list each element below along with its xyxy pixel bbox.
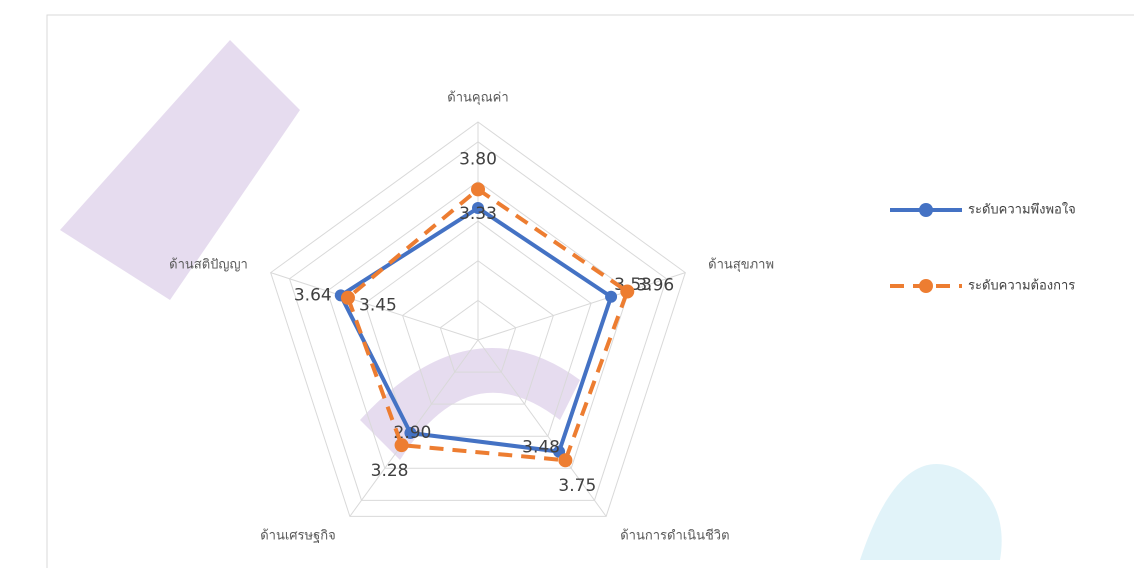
data-label: 3.96 <box>636 275 674 295</box>
category-label: ด้านการดำเนินชีวิต <box>620 527 729 543</box>
data-label: 3.75 <box>558 476 596 496</box>
grid-ring <box>270 121 686 517</box>
data-label: 3.28 <box>371 461 409 481</box>
data-point <box>340 290 355 305</box>
data-point <box>472 202 484 215</box>
series-line <box>345 187 630 463</box>
series-line <box>338 206 614 454</box>
legend-marker <box>919 279 933 293</box>
data-label: 2.90 <box>394 423 432 443</box>
legend-label: ระดับความพึงพอใจ <box>968 202 1076 218</box>
data-point <box>605 290 618 303</box>
category-label: ด้านสติปัญญา <box>169 258 248 273</box>
spoke <box>477 339 607 517</box>
data-point <box>558 453 573 468</box>
category-label: ด้านคุณค่า <box>447 91 508 106</box>
data-label: 3.48 <box>522 438 560 458</box>
watermark <box>60 40 1002 560</box>
grid-ring <box>326 180 630 469</box>
category-label: ด้านสุขภาพ <box>708 258 774 273</box>
chart-frame <box>46 14 1134 568</box>
legend-marker <box>919 203 933 217</box>
data-point <box>620 284 635 299</box>
data-point <box>394 438 409 453</box>
category-label: ด้านเศรษฐกิจ <box>260 528 336 543</box>
data-label: 3.80 <box>459 149 497 169</box>
legend-label: ระดับความต้องการ <box>968 279 1075 294</box>
grid-ring <box>288 141 668 501</box>
data-label: 3.45 <box>359 296 397 316</box>
data-point <box>404 426 417 439</box>
grid-ring <box>364 220 592 437</box>
data-label: 3.33 <box>459 204 497 224</box>
data-label: 3.64 <box>294 285 332 305</box>
grid-ring <box>402 260 554 405</box>
spoke <box>477 272 686 341</box>
grid-ring <box>439 299 517 373</box>
spoke <box>270 272 479 341</box>
data-point <box>471 182 485 197</box>
